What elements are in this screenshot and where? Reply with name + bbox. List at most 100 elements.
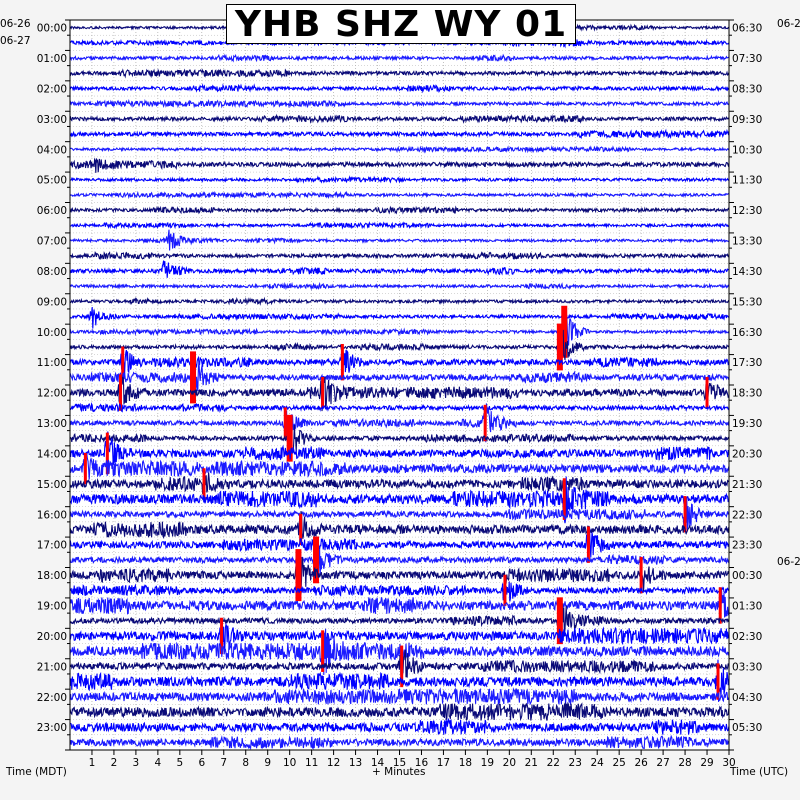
x-tick-label: 17: [437, 757, 450, 769]
clipped-event-spike: [400, 645, 404, 688]
hour-label-left: 13:00: [37, 418, 67, 430]
trace-row: [69, 649, 730, 685]
trace-row: [69, 431, 730, 466]
hour-label-right: 08:30: [732, 83, 762, 95]
date-label-start: 06-26: [0, 18, 31, 30]
x-tick-label: 15: [393, 757, 406, 769]
hour-label-right: 04:30: [732, 692, 762, 704]
hour-label-left: 23:00: [37, 722, 67, 734]
clipped-event-spike: [716, 663, 720, 700]
hour-label-right: 12:30: [732, 205, 762, 217]
right-axis-label: Time (UTC): [730, 766, 789, 778]
clipped-event-spike: [105, 432, 109, 475]
clipped-event-spike: [556, 597, 563, 645]
clipped-event-spike: [483, 404, 487, 442]
left-axis-label: Time (MDT): [6, 766, 67, 778]
hour-label-right: 09:30: [732, 114, 762, 126]
hour-label-right: 21:30: [732, 479, 762, 491]
trace-row: [69, 587, 730, 618]
hour-label-left: 16:00: [37, 509, 67, 521]
x-tick-label: 26: [634, 757, 648, 769]
x-tick-label: 10: [283, 757, 296, 769]
clipped-event-spike: [321, 630, 325, 672]
trace-row: [69, 145, 730, 154]
trace-row: [69, 296, 730, 306]
date-label-next: 06-27: [0, 35, 31, 47]
x-tick-label: 25: [612, 757, 625, 769]
trace-row: [69, 314, 730, 346]
hour-label-left: 21:00: [37, 661, 67, 673]
clipped-event-spike: [321, 377, 325, 409]
trace-row: [69, 687, 730, 706]
chart-title: YHB SHZ WY 01: [226, 4, 576, 45]
trace-row: [69, 453, 730, 485]
hour-label-right: 13:30: [732, 236, 762, 248]
hour-label-left: 11:00: [37, 357, 67, 369]
trace-row: [69, 510, 730, 540]
clipped-event-spike: [586, 526, 590, 563]
hour-label-right: 16:30: [732, 327, 762, 339]
trace-row: [69, 157, 730, 173]
trace-row: [69, 325, 730, 366]
hour-label-right: 07:30: [732, 53, 762, 65]
trace-row: [69, 734, 730, 751]
clipped-event-spike: [202, 468, 206, 500]
trace-row: [69, 260, 729, 278]
hour-label-right: 18:30: [732, 388, 762, 400]
clipped-event-spike: [556, 323, 563, 371]
x-tick-label: 30: [722, 757, 735, 769]
hour-label-left: 10:00: [37, 327, 67, 339]
clipped-event-spike: [190, 351, 197, 404]
hour-label-right: 11:30: [732, 175, 762, 187]
hour-label-left: 18:00: [37, 570, 67, 582]
hour-label-right: 20:30: [732, 448, 762, 460]
trace-row: [69, 543, 730, 579]
x-tick-label: 7: [220, 757, 227, 769]
hour-label-left: 19:00: [37, 601, 67, 613]
hour-label-right: 17:30: [732, 357, 762, 369]
hour-label-right: 00:30: [732, 570, 762, 582]
clipped-event-spike: [718, 587, 722, 624]
trace-row: [69, 53, 729, 63]
clipped-event-spike: [119, 374, 123, 411]
x-tick-label: 6: [198, 757, 205, 769]
hour-label-right: 03:30: [732, 661, 762, 673]
clipped-event-spike: [83, 453, 87, 485]
trace-row: [69, 498, 730, 532]
x-tick-label: 3: [133, 757, 140, 769]
trace-row: [69, 603, 730, 638]
trace-row: [69, 306, 730, 329]
hour-label-left: 08:00: [37, 266, 67, 278]
x-tick-label: 13: [349, 757, 362, 769]
clipped-event-spike: [220, 617, 224, 655]
trace-row: [69, 621, 730, 654]
trace-row: [69, 83, 730, 94]
hour-label-left: 06:00: [37, 205, 67, 217]
hour-label-left: 07:00: [37, 236, 67, 248]
trace-row: [69, 68, 730, 79]
hour-label-left: 04:00: [37, 144, 67, 156]
clipped-event-spike: [561, 305, 568, 358]
trace-row: [69, 418, 730, 454]
clipped-event-spike: [340, 343, 344, 381]
trace-row: [69, 527, 730, 562]
hour-label-right: 06:30: [732, 23, 762, 35]
hour-label-left: 12:00: [37, 388, 67, 400]
hour-label-left: 00:00: [37, 23, 67, 35]
hour-label-left: 05:00: [37, 175, 67, 187]
x-tick-label: 8: [242, 757, 249, 769]
trace-row: [69, 205, 730, 215]
hour-label-left: 22:00: [37, 692, 67, 704]
trace-row: [69, 628, 730, 676]
hour-label-left: 20:00: [37, 631, 67, 643]
x-tick-label: 14: [371, 757, 385, 769]
clipped-event-spike: [313, 536, 320, 584]
trace-row: [69, 98, 730, 109]
trace-row: [69, 375, 730, 412]
x-tick-label: 23: [569, 757, 582, 769]
clipped-event-spike: [286, 414, 293, 462]
x-tick-label: 29: [700, 757, 713, 769]
trace-row: [69, 229, 730, 251]
